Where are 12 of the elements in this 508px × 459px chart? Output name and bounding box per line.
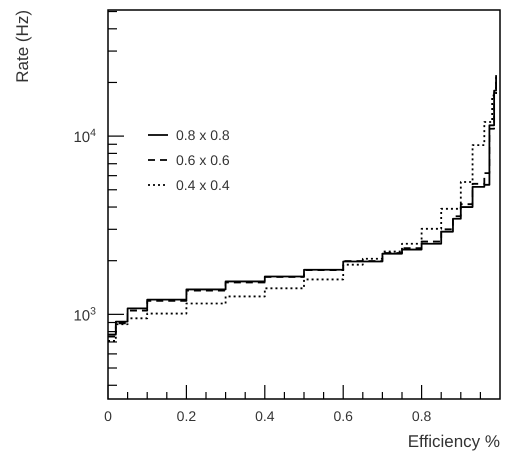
y-tick-label: 10$^{3}$: [73, 305, 96, 324]
x-tick-label: 0: [104, 408, 112, 424]
x-tick-label: 0.2: [176, 408, 196, 424]
y-axis-title: Rate (Hz): [13, 10, 32, 83]
x-axis-title: Efficiency %: [408, 432, 500, 451]
legend-label: 0.6 x 0.6: [176, 152, 230, 168]
legend-label: 0.4 x 0.4: [176, 177, 230, 193]
y-tick-label: 10$^{4}$: [73, 127, 96, 146]
legend-label: 0.8 x 0.8: [176, 127, 230, 143]
x-tick-label: 0.4: [255, 408, 275, 424]
x-tick-label: 0.6: [333, 408, 354, 424]
x-tick-label: 0.8: [412, 408, 432, 424]
